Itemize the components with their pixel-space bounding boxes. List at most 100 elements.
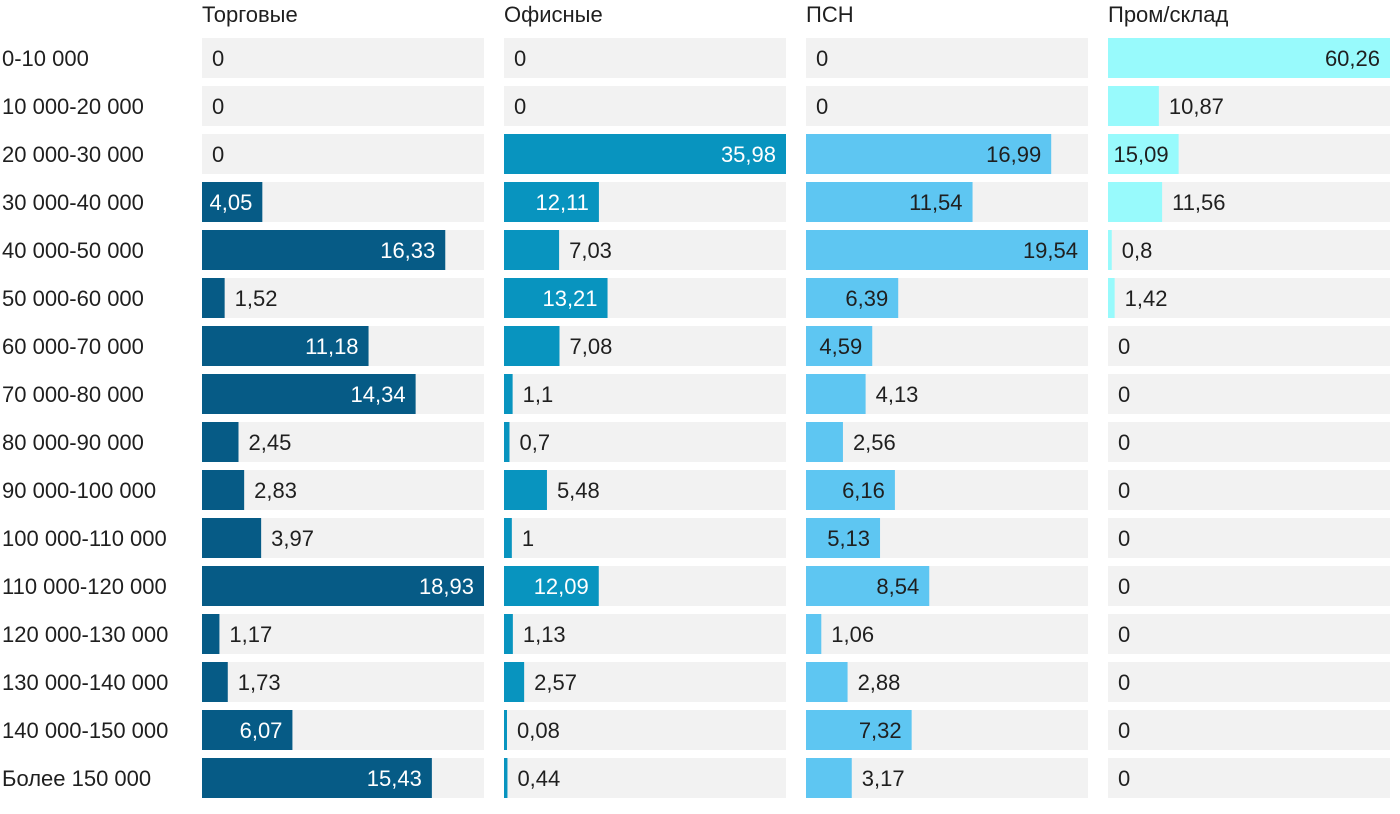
bar xyxy=(504,614,513,654)
bar xyxy=(1108,86,1159,126)
bar-track xyxy=(202,614,484,654)
bar-track xyxy=(504,470,786,510)
value-label: 14,34 xyxy=(351,382,406,407)
value-label: 6,07 xyxy=(240,718,283,743)
bar-track xyxy=(504,86,786,126)
series-header: Офисные xyxy=(504,2,603,27)
category-label: 40 000-50 000 xyxy=(2,238,144,263)
bar xyxy=(806,182,973,222)
value-label: 6,39 xyxy=(845,286,888,311)
bar xyxy=(806,374,866,414)
value-label: 1,73 xyxy=(238,670,281,695)
bar-track xyxy=(1108,230,1390,270)
bar xyxy=(202,326,369,366)
value-label: 19,54 xyxy=(1023,238,1078,263)
bar xyxy=(806,134,1052,174)
bar xyxy=(806,422,843,462)
value-label: 15,09 xyxy=(1114,142,1169,167)
bar xyxy=(504,422,510,462)
bar xyxy=(504,134,786,174)
value-label: 5,48 xyxy=(557,478,600,503)
bar-track xyxy=(806,86,1088,126)
value-label: 0,08 xyxy=(517,718,560,743)
category-label: 60 000-70 000 xyxy=(2,334,144,359)
bar xyxy=(504,470,547,510)
value-label: 0 xyxy=(1118,430,1130,455)
bar-track xyxy=(1108,374,1390,414)
bar-track xyxy=(202,422,484,462)
bar xyxy=(806,518,881,558)
value-label: 0 xyxy=(1118,622,1130,647)
value-label: 11,54 xyxy=(909,190,962,215)
value-label: 2,88 xyxy=(858,670,901,695)
value-label: 60,26 xyxy=(1325,46,1380,71)
bar-track xyxy=(1108,326,1390,366)
bar-track xyxy=(504,758,786,798)
bar-track xyxy=(504,38,786,78)
category-label: 90 000-100 000 xyxy=(2,478,156,503)
bar-track xyxy=(202,38,484,78)
value-label: 1,17 xyxy=(229,622,272,647)
value-label: 11,18 xyxy=(305,334,358,359)
value-label: 0 xyxy=(816,46,828,71)
series-header: Пром/склад xyxy=(1108,2,1228,27)
bar xyxy=(504,710,507,750)
bar-track xyxy=(504,662,786,702)
bar xyxy=(806,614,822,654)
value-label: 0 xyxy=(514,94,526,119)
bar xyxy=(1108,230,1112,270)
bar xyxy=(202,182,263,222)
bar xyxy=(806,278,899,318)
value-label: 0 xyxy=(212,142,224,167)
bar-track xyxy=(806,614,1088,654)
category-label: 120 000-130 000 xyxy=(2,622,168,647)
value-label: 12,11 xyxy=(535,190,588,215)
value-label: 0 xyxy=(212,94,224,119)
value-label: 1 xyxy=(522,526,534,551)
bar-track xyxy=(202,86,484,126)
value-label: 3,17 xyxy=(862,766,905,791)
value-label: 0 xyxy=(212,46,224,71)
category-label: 30 000-40 000 xyxy=(2,190,144,215)
value-label: 2,56 xyxy=(853,430,896,455)
value-label: 7,08 xyxy=(569,334,612,359)
value-label: 0 xyxy=(1118,766,1130,791)
bar-track xyxy=(1108,422,1390,462)
bar xyxy=(202,230,446,270)
category-label: 100 000-110 000 xyxy=(2,526,167,551)
bar-track xyxy=(1108,710,1390,750)
value-label: 1,06 xyxy=(831,622,874,647)
value-label: 1,42 xyxy=(1125,286,1168,311)
bar xyxy=(504,326,560,366)
value-label: 2,57 xyxy=(534,670,577,695)
category-label: 110 000-120 000 xyxy=(2,574,167,599)
bar xyxy=(806,230,1088,270)
value-label: 5,13 xyxy=(827,526,870,551)
category-label: 50 000-60 000 xyxy=(2,286,144,311)
bar xyxy=(504,662,525,702)
bar xyxy=(504,230,560,270)
bar xyxy=(1108,38,1390,78)
value-label: 0 xyxy=(1118,574,1130,599)
bar-track xyxy=(1108,662,1390,702)
bar xyxy=(202,470,245,510)
value-label: 8,54 xyxy=(876,574,919,599)
value-label: 15,43 xyxy=(367,766,422,791)
bar xyxy=(202,614,220,654)
value-label: 4,59 xyxy=(819,334,862,359)
bar-track xyxy=(1108,758,1390,798)
series-header: ПСН xyxy=(806,2,854,27)
bar xyxy=(1108,278,1115,318)
value-label: 13,21 xyxy=(542,286,597,311)
bar xyxy=(1108,182,1163,222)
bar-track xyxy=(806,38,1088,78)
bar xyxy=(202,566,484,606)
value-label: 7,03 xyxy=(569,238,612,263)
value-label: 2,83 xyxy=(254,478,297,503)
bar xyxy=(202,758,432,798)
bar-track xyxy=(202,278,484,318)
value-label: 1,13 xyxy=(523,622,566,647)
bar xyxy=(504,758,508,798)
value-label: 0 xyxy=(1118,670,1130,695)
